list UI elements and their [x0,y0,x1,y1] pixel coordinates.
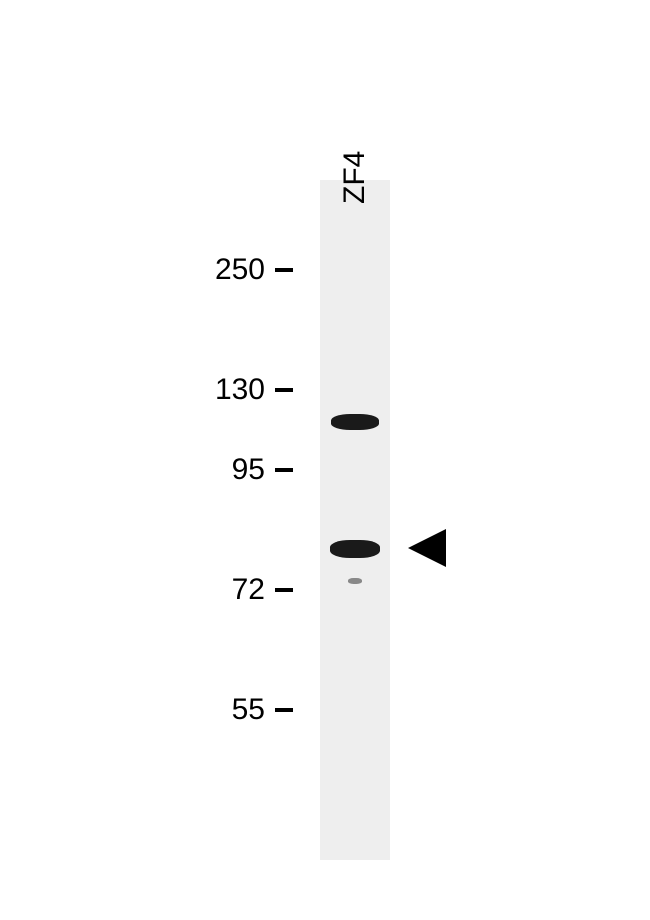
mw-marker-label: 72 [232,573,265,607]
mw-marker-tick [275,468,293,472]
mw-marker-label: 250 [215,253,265,287]
mw-marker-label: 95 [232,453,265,487]
mw-marker-tick [275,708,293,712]
protein-band [331,414,379,430]
mw-marker-tick [275,268,293,272]
lane-label: ZF4 [338,151,372,204]
western-blot-figure: ZF4 250 130 95 72 55 [0,0,650,920]
blot-lane [320,180,390,860]
band-indicator-arrow-icon [408,529,446,567]
mw-marker-label: 55 [232,693,265,727]
protein-band [330,540,380,558]
protein-band [348,578,362,584]
mw-marker-label: 130 [215,373,265,407]
mw-marker-tick [275,588,293,592]
mw-marker-tick [275,388,293,392]
